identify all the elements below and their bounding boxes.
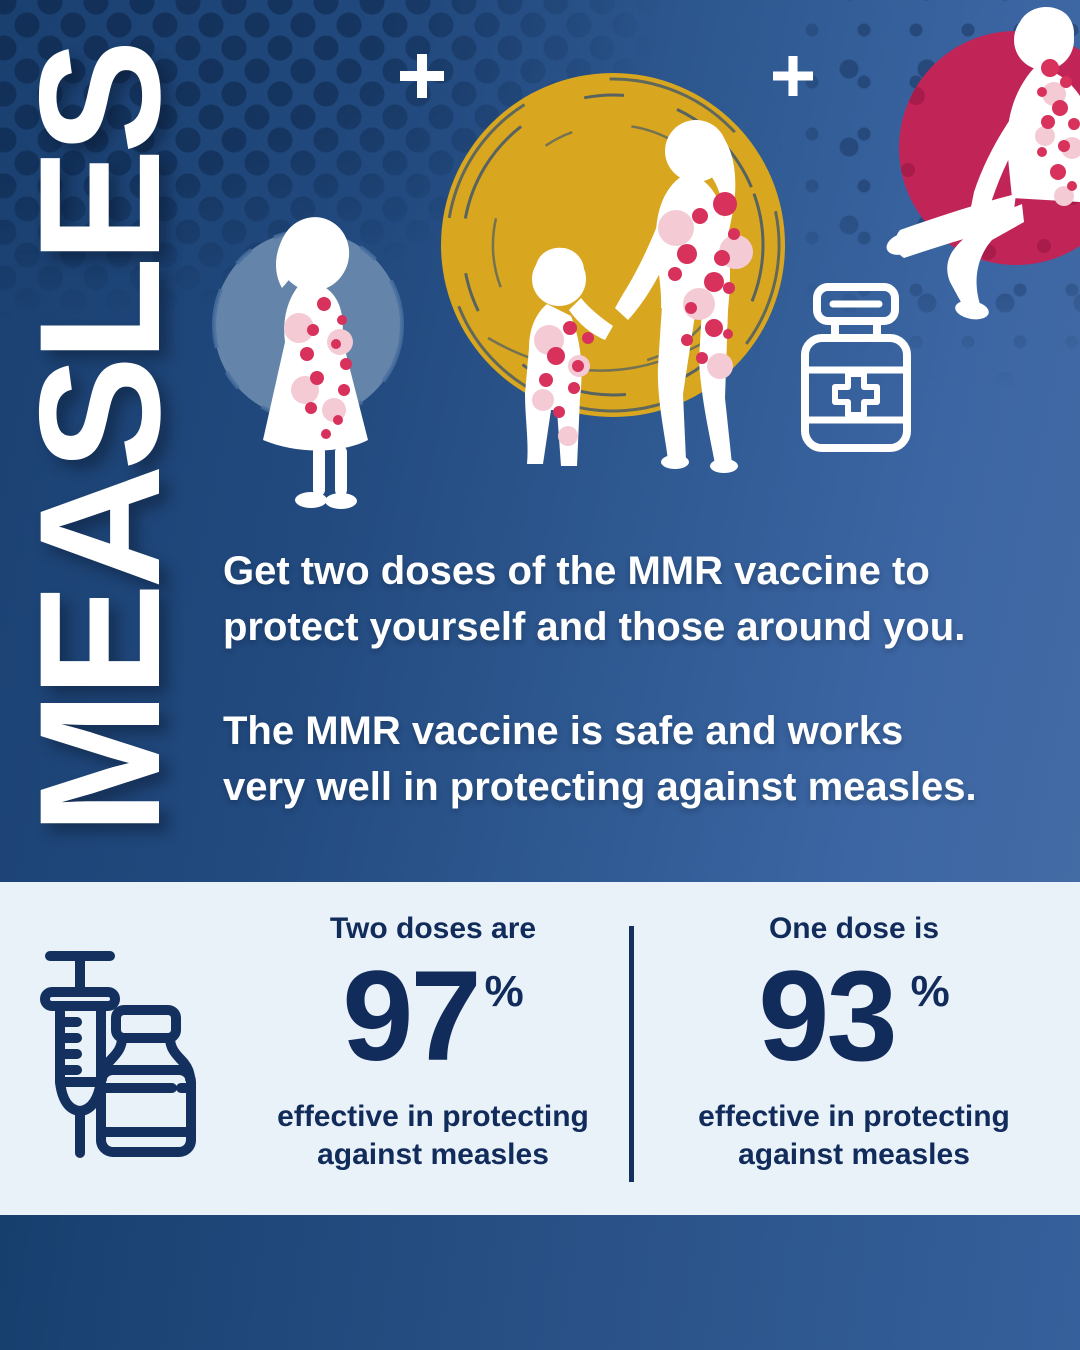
stat-one-dose-value: 93	[758, 945, 897, 1088]
intro-paragraph-1-line1: Get two doses of the MMR vaccine to	[223, 549, 930, 593]
stat-two-doses-desc: effective in protecting against measles	[237, 1098, 629, 1174]
medicine-bottle-icon	[801, 283, 911, 452]
intro-paragraph-2-line1: The MMR vaccine is safe and works	[223, 709, 904, 753]
stat-one-dose-unit: %	[910, 967, 950, 1016]
girl-silhouette	[212, 217, 404, 509]
intro-paragraph-1: Get two doses of the MMR vaccine to prot…	[223, 543, 965, 655]
intro-paragraph-1-line2: protect yourself and those around you.	[223, 605, 966, 649]
intro-paragraph-2: The MMR vaccine is safe and works very w…	[223, 703, 977, 815]
stat-one-dose-desc: effective in protecting against measles	[634, 1098, 1074, 1174]
syringe-vial-icon	[40, 951, 196, 1158]
stat-two-doses-unit: %	[484, 967, 524, 1016]
stat-one-dose-lead: One dose is	[768, 912, 940, 945]
hero-section: MEASLES Get two doses of the MMR vaccine…	[0, 0, 1080, 882]
stats-section	[0, 882, 1080, 1215]
stat-two-doses-desc-line1: effective in protecting	[277, 1100, 589, 1133]
page-title: MEASLES	[4, 45, 196, 835]
stat-two-doses-lead: Two doses are	[329, 912, 537, 945]
plus-icon	[400, 54, 444, 98]
stat-one-dose-value-row: 93 %	[634, 945, 1074, 1088]
intro-paragraph-2-line2: very well in protecting against measles.	[223, 765, 977, 809]
stat-two-doses-value-row: 97 %	[237, 945, 629, 1088]
footer-section: COUNTY OF LOS ANGELES Public Health	[0, 1215, 1080, 1350]
stat-one-dose-desc-line1: effective in protecting	[698, 1100, 1010, 1133]
stats-divider	[629, 926, 634, 1182]
stat-one-dose: One dose is 93 % effective in protecting…	[634, 900, 1074, 1174]
stat-one-dose-desc-line2: against measles	[738, 1138, 970, 1171]
stat-two-doses: Two doses are 97 % effective in protecti…	[237, 900, 629, 1174]
plus-icon	[773, 56, 813, 96]
parent-child-silhouette	[441, 73, 785, 473]
stat-two-doses-desc-line2: against measles	[317, 1138, 549, 1171]
stat-two-doses-value: 97	[342, 945, 481, 1088]
sitting-person-silhouette	[886, 7, 1080, 320]
